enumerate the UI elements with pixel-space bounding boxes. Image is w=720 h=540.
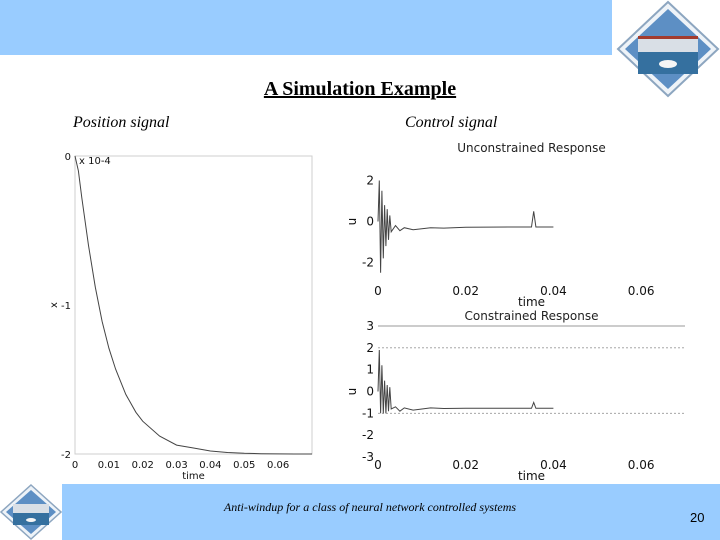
y-tick-label: 1: [366, 363, 374, 377]
series-line: [74, 155, 312, 455]
x-tick-label: 0.06: [267, 460, 289, 471]
x-tick-label: 0.01: [98, 460, 120, 471]
x-tick-label: 0.02: [452, 284, 479, 298]
x-tick-label: 0.02: [452, 458, 479, 472]
y-tick-label: -2: [362, 256, 374, 270]
y-tick-label: 0: [366, 385, 374, 399]
campus-logo: [616, 0, 720, 98]
footer-text: Anti-windup for a class of neural networ…: [223, 500, 517, 514]
x-tick-label: 0.06: [628, 458, 655, 472]
y-tick-label: -1: [61, 301, 71, 312]
position-caption: Position signal: [73, 114, 170, 131]
position-plot: 0 0.01 0.02 0.03 0.04 0.05 0.06 0 -1 -2 time x x 10-…: [49, 152, 313, 482]
x-tick-label: 0: [374, 284, 382, 298]
x-tick-label: 0.04: [540, 458, 567, 472]
x-axis-label: time: [518, 295, 545, 309]
y-tick-label: -2: [61, 450, 71, 461]
x-tick-label: 0.05: [233, 460, 255, 471]
footer-band: [62, 484, 720, 540]
y-tick-label: 2: [366, 174, 374, 188]
header-band: [0, 0, 612, 55]
x-axis-label: time: [182, 471, 205, 482]
x-tick-label: 0.04: [540, 284, 567, 298]
x-tick-label: 0.04: [199, 460, 221, 471]
chart-title: Constrained Response: [465, 310, 599, 323]
x-axis-label: time: [518, 469, 545, 482]
y-tick-label: -1: [362, 406, 374, 420]
y-tick-label: 2: [366, 341, 374, 355]
y-multiplier: x 10-4: [79, 156, 111, 167]
series-line: [377, 349, 554, 414]
page-number: 20: [690, 510, 705, 525]
y-axis-label: x: [49, 302, 60, 308]
campus-logo-small: [0, 484, 62, 540]
x-tick-label: 0: [374, 458, 382, 472]
constrained-plot: Constrained Response 0 0.02 0.04 0.06 3 2 1 0 -1 -…: [345, 310, 685, 482]
y-tick-label: 0: [65, 152, 71, 163]
y-tick-label: -2: [362, 428, 374, 442]
chart-title: Unconstrained Response: [457, 141, 606, 155]
x-tick-label: 0.03: [165, 460, 187, 471]
y-tick-label: 0: [366, 215, 374, 229]
y-tick-label: -3: [362, 450, 374, 464]
y-tick-label: 3: [366, 319, 374, 333]
x-tick-label: 0.02: [132, 460, 154, 471]
x-tick-label: 0: [72, 460, 78, 471]
y-axis-label: u: [345, 388, 359, 396]
y-axis-label: u: [345, 218, 359, 226]
control-caption: Control signal: [405, 114, 498, 131]
plot-frame: [74, 155, 313, 455]
series-line: [377, 180, 554, 273]
x-tick-label: 0.06: [628, 284, 655, 298]
slide-title: A Simulation Example: [263, 78, 457, 100]
